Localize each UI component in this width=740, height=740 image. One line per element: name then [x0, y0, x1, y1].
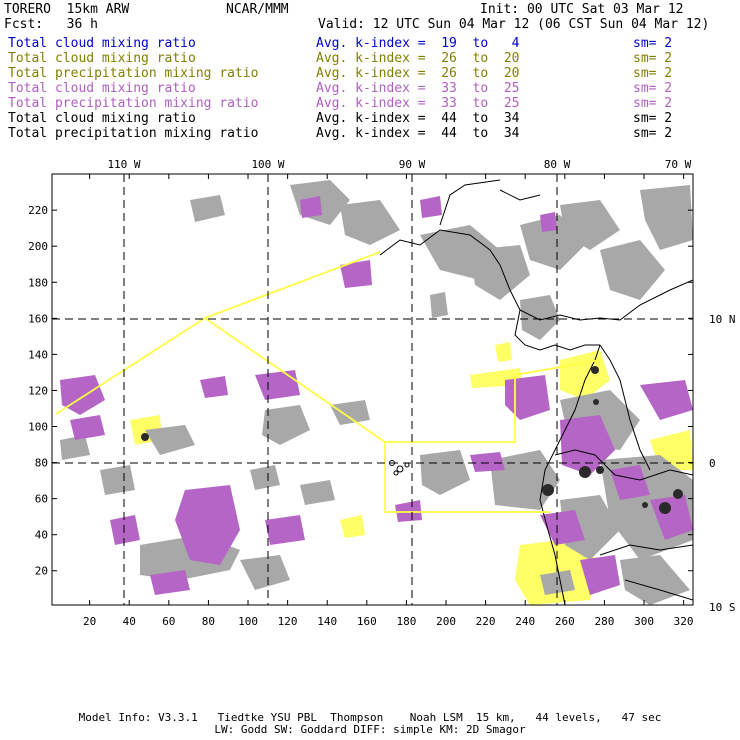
legend-k-index: Avg. k-index = 44 to 34	[316, 126, 520, 141]
legend-row: Total precipitation mixing ratio Avg. k-i…	[8, 66, 738, 81]
x-tick-label: 240	[515, 615, 535, 628]
plot-frame	[51, 173, 694, 606]
legend-variable: Total precipitation mixing ratio	[8, 96, 259, 111]
x-tick-label: 280	[594, 615, 614, 628]
center-label: NCAR/MMM	[226, 2, 289, 17]
x-tick-label: 120	[278, 615, 298, 628]
y-tick-label: 220	[28, 204, 48, 217]
legend-k-index: Avg. k-index = 44 to 34	[316, 111, 520, 126]
x-tick-label: 260	[555, 615, 575, 628]
latitude-label: 10 N	[709, 313, 736, 326]
legend-k-index: Avg. k-index = 33 to 25	[316, 81, 520, 96]
x-tick-label: 300	[634, 615, 654, 628]
x-tick-label: 200	[436, 615, 456, 628]
legend-variable: Total precipitation mixing ratio	[8, 66, 259, 81]
y-tick-label: 140	[28, 348, 48, 361]
legend-variable: Total precipitation mixing ratio	[8, 126, 259, 141]
latitude-label: 0	[709, 457, 716, 470]
region-outline	[55, 251, 601, 513]
legend-k-index: Avg. k-index = 19 to 4	[316, 36, 520, 51]
longitude-label: 70 W	[665, 158, 692, 171]
legend-variable: Total cloud mixing ratio	[8, 111, 196, 126]
legend-variable: Total cloud mixing ratio	[8, 36, 196, 51]
y-tick-label: 100	[28, 421, 48, 434]
x-tick-label: 140	[317, 615, 337, 628]
legend-row: Total precipitation mixing ratio Avg. k-i…	[8, 96, 738, 111]
x-tick-label: 160	[357, 615, 377, 628]
longitude-label: 100 W	[251, 158, 284, 171]
legend-row: Total cloud mixing ratio Avg. k-index = 4…	[8, 111, 738, 126]
axis-labels: 220 200 180 160 140 120 100 80 60 40 20 20 40 60 80 100…	[28, 158, 735, 628]
legend-smoothing: sm= 2	[633, 96, 673, 111]
legend-row: Total cloud mixing ratio Avg. k-index = 3…	[8, 81, 738, 96]
legend-k-index: Avg. k-index = 26 to 20	[316, 66, 520, 81]
y-tick-label: 60	[35, 493, 48, 506]
legend-smoothing: sm= 2	[633, 126, 673, 141]
legend-smoothing: sm= 2	[633, 81, 673, 96]
y-tick-label: 180	[28, 276, 48, 289]
x-tick-label: 60	[162, 615, 175, 628]
legend-row: Total precipitation mixing ratio Avg. k-i…	[8, 126, 738, 141]
valid-time: Valid: 12 UTC Sun 04 Mar 12 (06 CST Sun …	[318, 17, 710, 32]
legend-row: Total cloud mixing ratio Avg. k-index = 1…	[8, 36, 738, 51]
latitude-label: 10 S	[709, 601, 736, 614]
legend-smoothing: sm= 2	[633, 111, 673, 126]
x-tick-label: 320	[674, 615, 694, 628]
x-tick-label: 80	[202, 615, 215, 628]
legend-k-index: Avg. k-index = 33 to 25	[316, 96, 520, 111]
x-tick-label: 180	[396, 615, 416, 628]
x-tick-label: 100	[238, 615, 258, 628]
heavy-cores	[141, 366, 683, 514]
longitude-label: 90 W	[399, 158, 426, 171]
legend-k-index: Avg. k-index = 26 to 20	[316, 51, 520, 66]
x-tick-label: 40	[123, 615, 136, 628]
longitude-label: 110 W	[107, 158, 140, 171]
legend-variable: Total cloud mixing ratio	[8, 51, 196, 66]
y-tick-label: 80	[35, 457, 48, 470]
model-info: Model Info: V3.3.1 Tiedtke YSU PBL Thomp…	[78, 711, 662, 724]
legend-smoothing: sm= 2	[633, 51, 673, 66]
coastlines	[379, 179, 693, 605]
physics-info: LW: Godd SW: Goddard DIFF: simple KM: 2D…	[214, 723, 526, 736]
lat-lon-grid	[52, 174, 693, 605]
model-title: TORERO 15km ARW	[4, 2, 130, 17]
legend-row: Total cloud mixing ratio Avg. k-index = 2…	[8, 51, 738, 66]
x-tick-label: 220	[476, 615, 496, 628]
y-tick-label: 160	[28, 312, 48, 325]
axis-ticks	[52, 174, 693, 605]
forecast-hour: Fcst: 36 h	[4, 17, 98, 32]
y-tick-label: 200	[28, 240, 48, 253]
legend-variable: Total cloud mixing ratio	[8, 81, 196, 96]
legend-smoothing: sm= 2	[633, 66, 673, 81]
y-tick-label: 120	[28, 384, 48, 397]
longitude-label: 80 W	[544, 158, 571, 171]
legend-smoothing: sm= 2	[633, 36, 673, 51]
init-time: Init: 00 UTC Sat 03 Mar 12	[480, 2, 684, 17]
x-tick-label: 20	[83, 615, 96, 628]
y-tick-label: 20	[35, 565, 48, 578]
y-tick-label: 40	[35, 529, 48, 542]
cloud-field	[60, 180, 693, 605]
